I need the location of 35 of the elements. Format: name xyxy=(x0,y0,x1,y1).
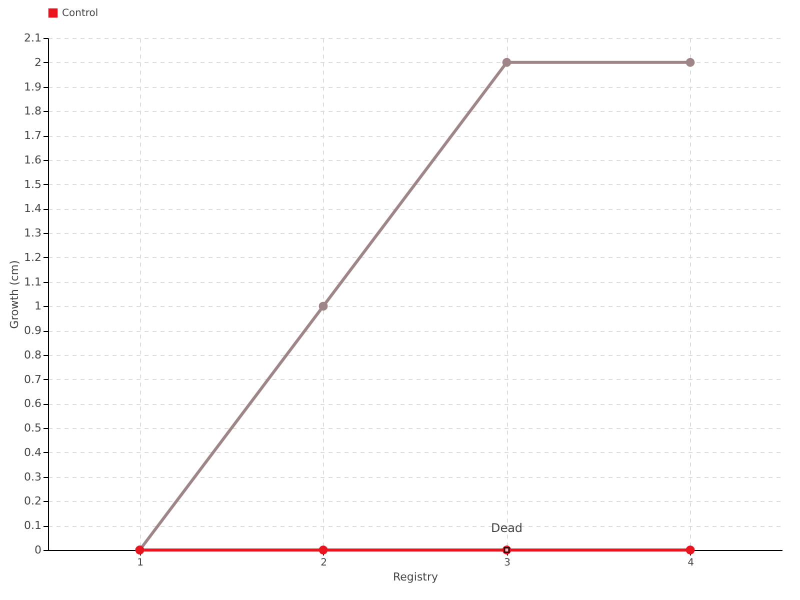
y-tick-label: 2 xyxy=(34,56,42,69)
point xyxy=(686,58,695,67)
y-tick-label: 1.9 xyxy=(24,80,42,94)
y-tick-label: 1.5 xyxy=(24,178,42,191)
y-tick-label: 1.1 xyxy=(24,275,42,288)
y-tick-label: 0 xyxy=(34,544,42,556)
point xyxy=(686,546,695,554)
x-tick-label: 3 xyxy=(504,558,510,568)
y-tick-label: 1.7 xyxy=(24,129,42,142)
x-axis-title: Registry xyxy=(392,570,439,584)
y-tick-label: 0.3 xyxy=(24,470,42,484)
annotation: Dead xyxy=(490,521,523,535)
y-tick-label: 0.4 xyxy=(24,446,42,459)
y-tick-label: 0.1 xyxy=(24,519,42,532)
point xyxy=(318,546,328,554)
legend-label: Control xyxy=(62,8,98,19)
y-tick-label: 1.3 xyxy=(24,226,42,240)
y-tick-label: 0.8 xyxy=(24,348,42,362)
y-tick-label: 0.5 xyxy=(24,422,42,435)
y-tick-label: 1.4 xyxy=(24,202,42,216)
point xyxy=(502,58,512,67)
y-tick-label: 2.1 xyxy=(24,32,42,44)
y-tick-label: 0.2 xyxy=(24,494,42,508)
y-tick-label: 0.7 xyxy=(24,372,42,386)
x-tick-label: 2 xyxy=(320,558,327,568)
y-tick-label: 1.8 xyxy=(24,104,42,118)
y-tick-label: 0.6 xyxy=(24,397,42,410)
y-tick-label: 1.2 xyxy=(24,250,42,264)
y-tick-label: 0.9 xyxy=(24,324,42,338)
y-tick-label: 1.6 xyxy=(24,153,42,166)
x-tick-label: 4 xyxy=(688,558,694,568)
y-axis-title: Growth (cm) xyxy=(8,260,22,329)
point xyxy=(318,302,328,311)
x-tick-label: 1 xyxy=(137,558,144,568)
y-tick-label: 1 xyxy=(34,300,42,313)
